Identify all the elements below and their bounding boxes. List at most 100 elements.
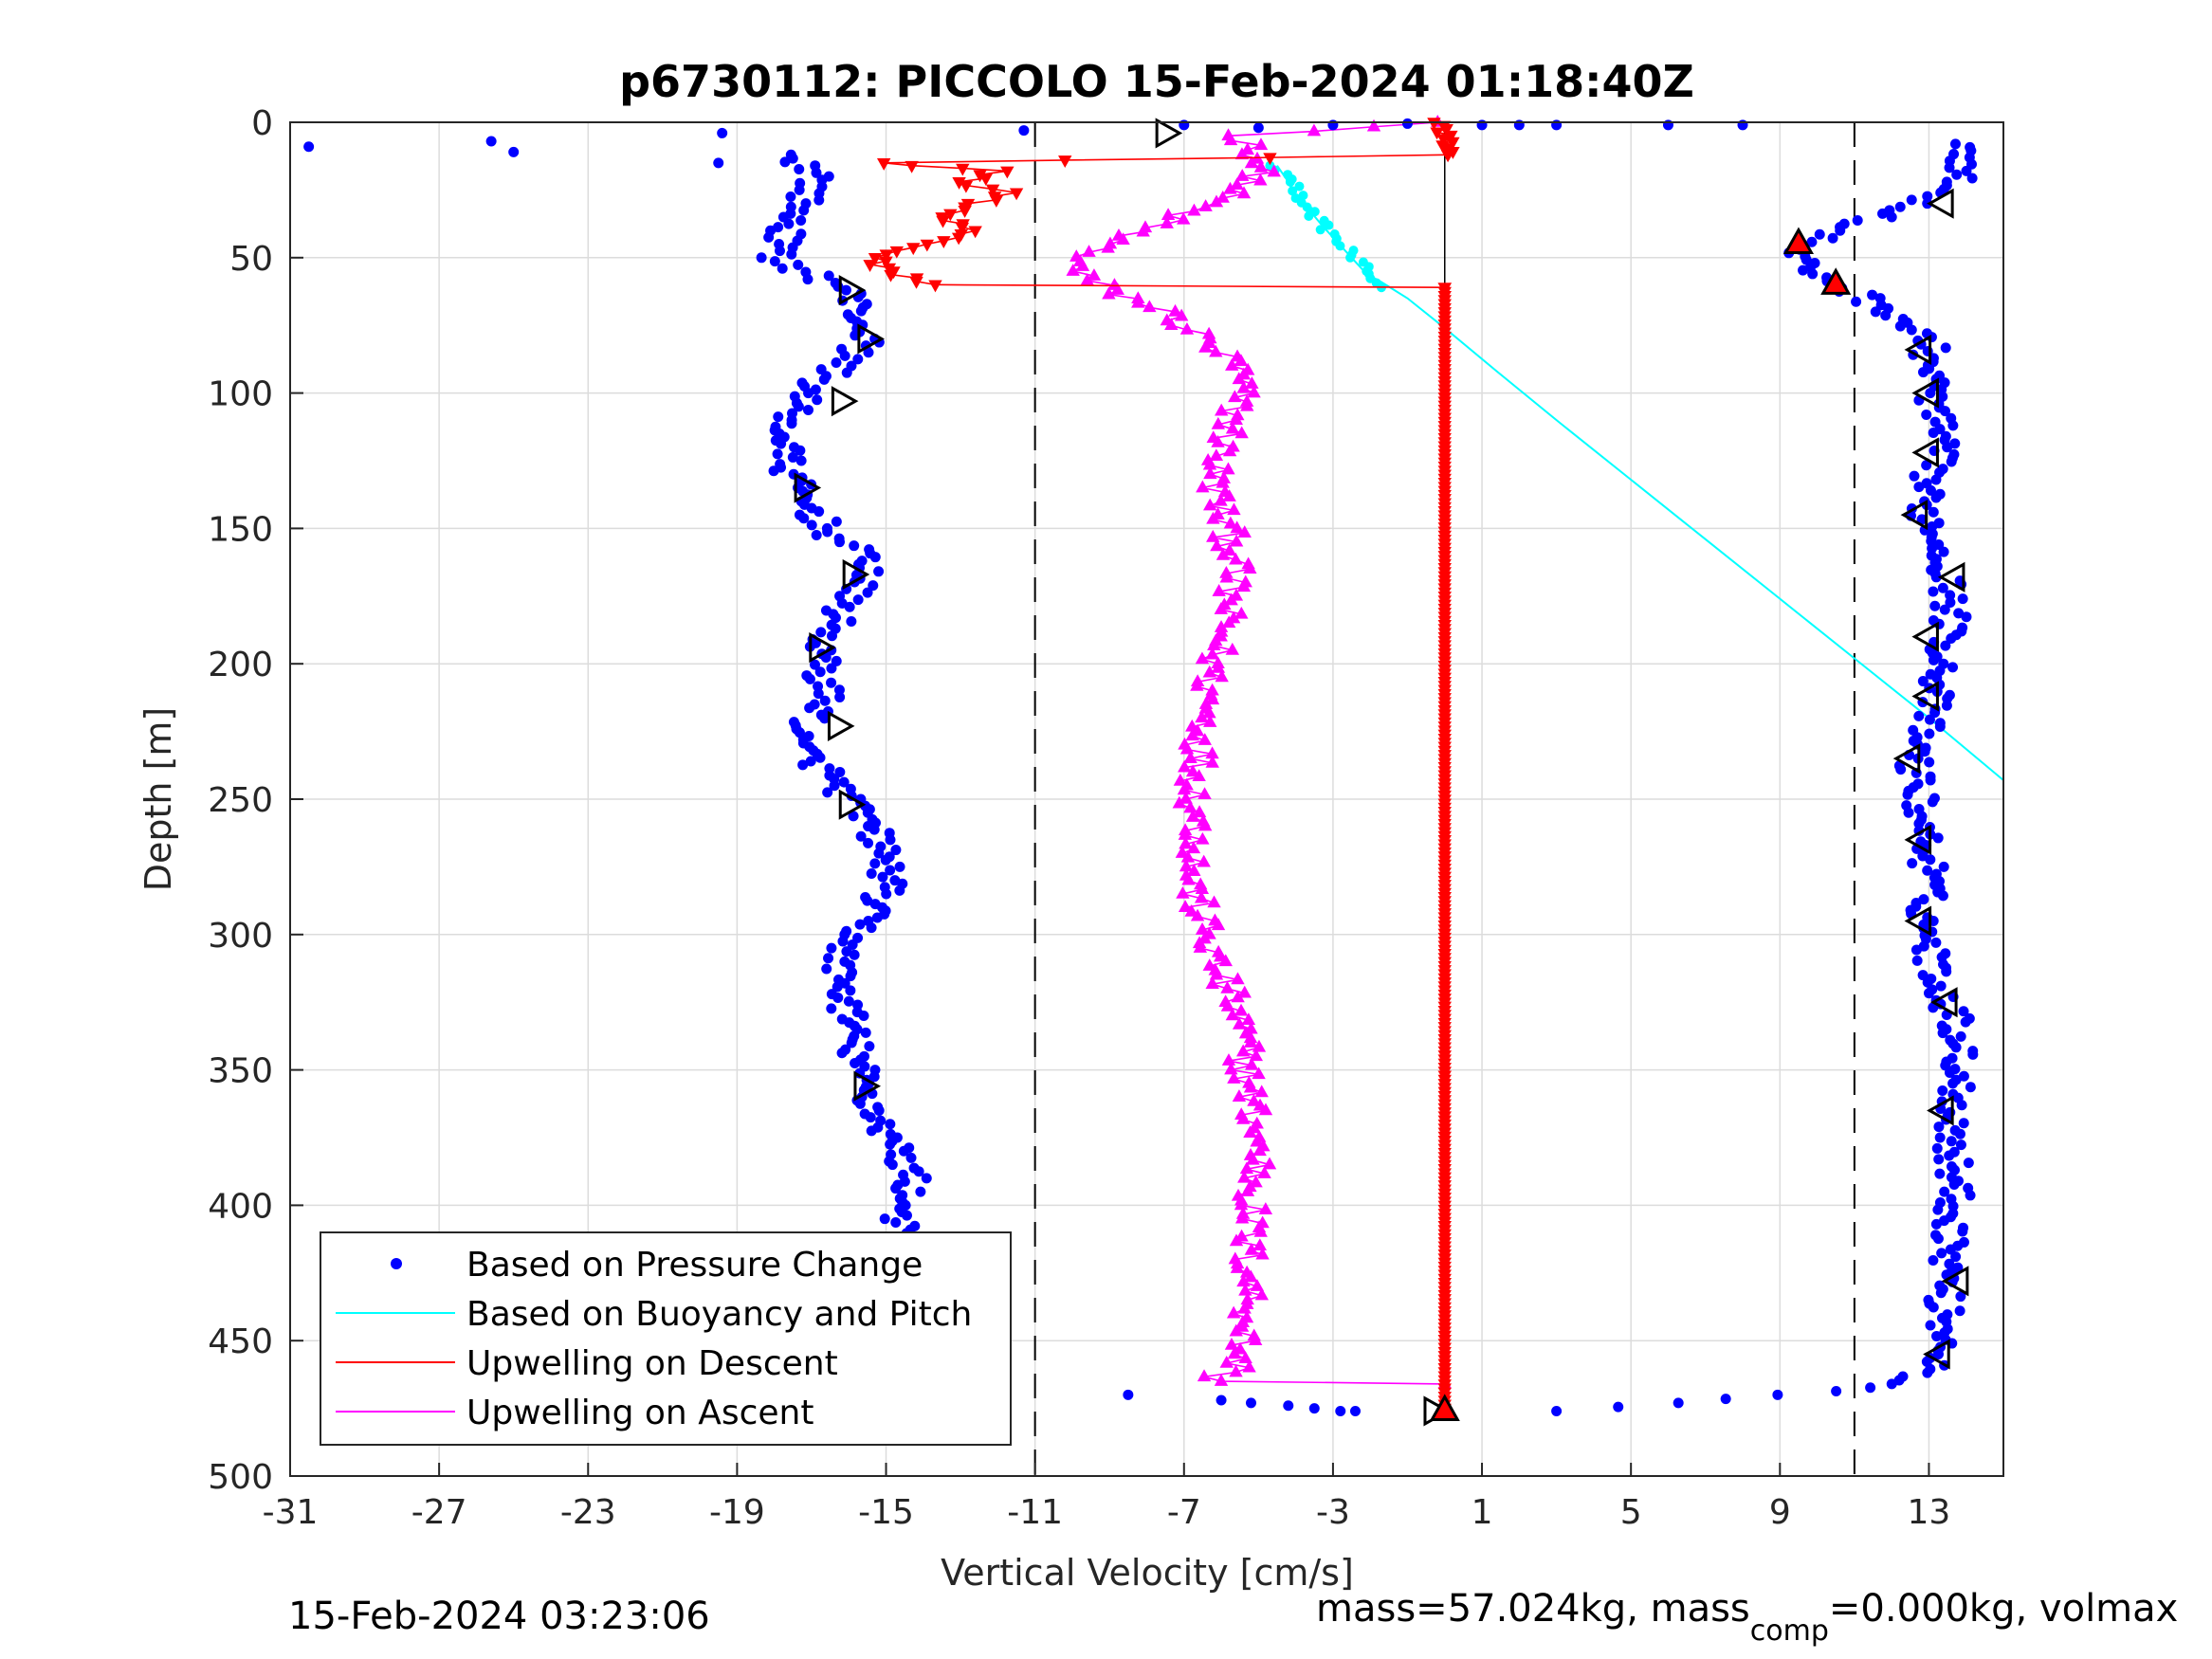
pressure-change-point xyxy=(1951,169,1963,180)
pressure-change-point xyxy=(1906,194,1917,206)
open-triangle-marker xyxy=(831,386,859,417)
pressure-change-point xyxy=(1907,858,1918,869)
upwelling-ascent-point xyxy=(1250,1134,1264,1147)
upwelling-ascent-point xyxy=(1249,1048,1264,1062)
upwelling-ascent-point xyxy=(1243,1125,1257,1139)
pressure-change-point xyxy=(894,861,905,872)
upwelling-descent-point xyxy=(1000,166,1015,179)
pressure-change-point xyxy=(1911,955,1923,966)
footer-mass-suffix: =0.000kg, volmax xyxy=(1829,1587,2178,1631)
upwelling-descent-point xyxy=(879,249,893,263)
pressure-change-point xyxy=(905,1152,917,1163)
upwelling-descent-point xyxy=(958,206,972,218)
pressure-change-point xyxy=(1835,225,1846,236)
x-tick-label: 1 xyxy=(1472,1493,1493,1532)
upwelling-ascent-point xyxy=(1197,854,1211,867)
open-triangle-marker xyxy=(1904,824,1932,855)
x-tick-label: -7 xyxy=(1167,1493,1201,1532)
pressure-change-point xyxy=(1932,1204,1944,1215)
upwelling-ascent-point xyxy=(1180,849,1196,863)
pressure-change-point xyxy=(813,688,824,700)
upwelling-ascent-point xyxy=(1205,755,1219,768)
pressure-change-point xyxy=(1930,492,1942,503)
pressure-change-point xyxy=(756,252,767,264)
upwelling-descent-point xyxy=(989,195,1004,208)
upwelling-ascent-point xyxy=(1240,398,1254,411)
open-triangle-marker xyxy=(857,323,885,355)
upwelling-ascent-point xyxy=(1194,890,1209,903)
upwelling-ascent-point xyxy=(1238,1351,1252,1364)
pressure-change-point xyxy=(1953,608,1965,619)
upwelling-descent-point xyxy=(920,239,935,252)
open-triangle-marker xyxy=(842,558,870,591)
upwelling-descent-point xyxy=(955,222,970,235)
upwelling-ascent-point xyxy=(1211,660,1226,673)
pressure-change-point xyxy=(1958,1006,1969,1017)
pressure-change-point xyxy=(1937,1028,1948,1039)
upwelling-ascent-point xyxy=(1187,203,1201,216)
pressure-change-point xyxy=(885,834,896,846)
pressure-change-point xyxy=(1927,796,1938,808)
buoyancy-pitch-point xyxy=(1304,211,1314,222)
upwelling-ascent-point xyxy=(1235,169,1250,181)
upwelling-descent-point xyxy=(909,276,923,289)
upwelling-ascent-point xyxy=(1116,232,1130,246)
pressure-change-point xyxy=(1933,1154,1945,1165)
y-tick-label: 150 xyxy=(208,510,273,549)
upwelling-ascent-point xyxy=(1183,800,1197,813)
upwelling-ascent-point xyxy=(1232,372,1246,385)
pressure-change-point xyxy=(913,1166,924,1177)
pressure-change-point xyxy=(1827,232,1838,244)
upwelling-ascent-point xyxy=(1254,1085,1269,1098)
upwelling-ascent-point xyxy=(1196,831,1210,845)
legend-items: Based on Pressure Change Based on Buoyanc… xyxy=(336,1246,972,1432)
pressure-change-point xyxy=(1937,890,1948,902)
upwelling-ascent-point xyxy=(1211,434,1225,447)
pressure-change-point xyxy=(894,884,905,896)
pressure-change-point xyxy=(1967,1048,1979,1060)
pressure-change-point xyxy=(1965,1082,1976,1093)
pressure-change-point xyxy=(1349,1405,1361,1416)
pressure-change-point xyxy=(1918,367,1929,378)
pressure-change-point xyxy=(1940,342,1951,354)
pressure-change-point xyxy=(772,448,783,460)
pressure-change-point xyxy=(1909,470,1920,482)
upwelling-ascent-point xyxy=(1267,164,1281,177)
pressure-change-point xyxy=(1954,1305,1965,1317)
open-triangle-marker xyxy=(809,631,836,664)
pressure-change-point xyxy=(1944,1066,1955,1078)
pressure-change-point xyxy=(1937,582,1948,593)
pressure-change-point xyxy=(814,666,826,678)
upwelling-ascent-point xyxy=(1214,1374,1229,1386)
upwelling-ascent-point xyxy=(1231,990,1245,1003)
upwelling-ascent-point xyxy=(1179,792,1193,804)
pressure-change-point xyxy=(901,1210,912,1221)
pressure-change-point xyxy=(1851,296,1862,307)
pressure-change-point xyxy=(1613,1401,1624,1413)
pressure-change-point xyxy=(881,888,892,900)
pressure-change-point xyxy=(1925,854,1936,866)
upwelling-ascent-point xyxy=(1252,1238,1268,1251)
upwelling-ascent-point xyxy=(1225,1008,1240,1021)
pressure-change-point xyxy=(783,218,795,229)
pressure-change-point xyxy=(1954,1128,1965,1139)
upwelling-ascent-point xyxy=(1241,1012,1256,1026)
pressure-change-point xyxy=(898,1145,909,1157)
upwelling-ascent-point xyxy=(1253,1224,1268,1237)
buoyancy-pitch-point xyxy=(1315,225,1325,235)
pressure-change-point xyxy=(858,1010,869,1021)
upwelling-ascent-point xyxy=(1237,1170,1252,1183)
pressure-change-point xyxy=(846,615,857,627)
pressure-change-point xyxy=(1928,1254,1939,1266)
upwelling-ascent-point xyxy=(1236,1111,1251,1124)
y-tick-label: 50 xyxy=(229,240,273,279)
upwelling-ascent-point xyxy=(1192,805,1207,818)
x-axis-label: Vertical Velocity [cm/s] xyxy=(941,1552,1354,1594)
upwelling-ascent-point xyxy=(1227,502,1241,516)
pressure-change-point xyxy=(1929,600,1941,611)
upwelling-descent-point xyxy=(973,170,987,183)
pressure-change-point xyxy=(1963,1158,1974,1169)
pressure-change-point xyxy=(1123,1389,1134,1400)
pressure-change-point xyxy=(1925,388,1936,399)
pressure-change-point xyxy=(829,780,840,792)
